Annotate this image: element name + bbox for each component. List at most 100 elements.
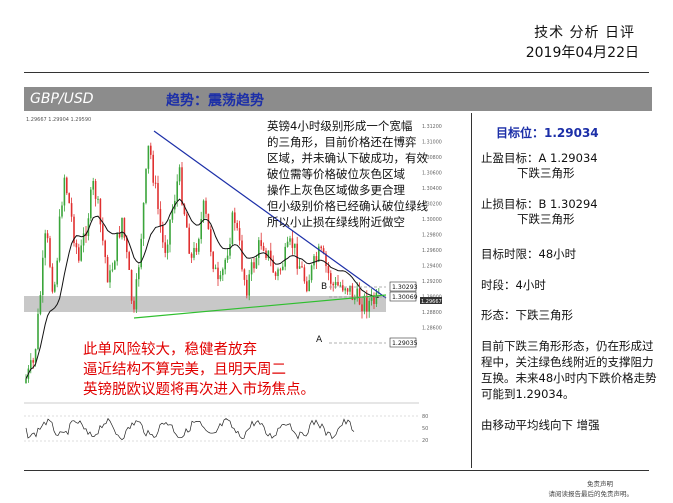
chart-header-text: 1.29667 1.29904 1.29590 — [26, 117, 91, 123]
y-axis-tick: 1.29600 — [422, 248, 442, 254]
candle-body — [246, 279, 248, 296]
candle-body — [32, 360, 34, 363]
target-level: 目标位：1.29034 — [496, 126, 599, 140]
candle-body — [159, 208, 162, 226]
candle-body — [262, 246, 265, 251]
candle-body — [188, 227, 190, 254]
stop-loss-pattern: 下跌三角形 — [517, 212, 575, 226]
candle-body — [133, 300, 135, 310]
candle-body — [39, 294, 42, 314]
y-axis-tick: 1.30600 — [422, 171, 442, 177]
candle-body — [214, 267, 217, 269]
candle-body — [157, 183, 159, 209]
bottom-divider — [24, 470, 649, 471]
candle-body — [58, 216, 61, 261]
candle-body — [229, 244, 231, 256]
candle-body — [363, 295, 366, 312]
point-b-label: B — [321, 282, 327, 292]
candle-body — [169, 219, 171, 245]
candle-body — [358, 288, 361, 305]
annotation-line: 区域，并未确认下破成功，有效 — [267, 151, 428, 165]
candle-body — [270, 250, 272, 260]
candle-body — [166, 244, 169, 253]
candle-body — [195, 247, 198, 252]
candle-body — [102, 224, 104, 241]
candle-body — [325, 253, 327, 267]
candle-body — [193, 247, 195, 258]
candle-body — [356, 288, 358, 299]
current-price-text: 1.29667 — [421, 299, 442, 305]
candle-body — [128, 252, 130, 271]
candle-body — [258, 240, 260, 258]
candle-body — [186, 214, 188, 228]
candle-body — [284, 246, 286, 267]
candle-body — [135, 279, 138, 310]
time-horizon: 目标时限：48小时 — [481, 247, 577, 261]
candle-body — [46, 233, 49, 239]
candle-body — [92, 181, 94, 190]
ma-note: 由移动平均线向下 增强 — [481, 418, 600, 432]
candle-body — [104, 240, 106, 257]
candle-body — [370, 295, 373, 301]
candle-body — [73, 216, 75, 244]
take-profit-pattern: 下跌三角形 — [517, 166, 575, 180]
candle-body — [313, 256, 315, 266]
candle-body — [51, 266, 54, 292]
candle-body — [82, 233, 85, 246]
candle-body — [248, 274, 250, 296]
candle-body — [267, 250, 270, 258]
warning-line: 逼近结构不算完美，且明天周二 — [83, 362, 286, 378]
candle-body — [260, 240, 262, 247]
candle-body — [306, 281, 308, 292]
candle-body — [145, 168, 147, 203]
candle-body — [202, 200, 205, 220]
candle-body — [274, 272, 277, 277]
candle-body — [361, 304, 363, 312]
candle-body — [315, 256, 318, 262]
candle-body — [140, 238, 142, 268]
osc-tick: 80 — [422, 414, 428, 420]
annotation-line: 所以小止损在绿线附近做空 — [267, 215, 405, 229]
candle-body — [171, 209, 174, 220]
candle-body — [236, 222, 238, 229]
candle-body — [330, 273, 332, 284]
candle-body — [301, 266, 303, 268]
candle-body — [217, 267, 219, 280]
column-divider — [471, 113, 472, 468]
candle-body — [150, 145, 152, 155]
candle-body — [212, 251, 214, 269]
candle-body — [334, 281, 337, 286]
candle-body — [37, 313, 39, 350]
stop-loss: 止损目标：B 1.30294 下跌三角形 — [481, 197, 598, 227]
candle-body — [68, 193, 70, 204]
candle-body — [222, 269, 224, 276]
candle-body — [30, 360, 32, 369]
report-date: 2019年04月22日 — [525, 45, 639, 61]
y-axis-tick: 1.31200 — [422, 124, 442, 130]
candle-body — [130, 270, 133, 301]
candle-body — [318, 246, 320, 262]
y-axis-tick: 1.30200 — [422, 202, 442, 208]
candle-body — [147, 145, 150, 169]
candle-body — [49, 238, 51, 267]
top-divider — [24, 72, 649, 73]
candle-body — [296, 243, 298, 269]
candle-body — [178, 167, 181, 182]
support-line — [133, 294, 387, 319]
candle-body — [279, 269, 282, 271]
annotation-line: 破位需等价格破位灰色区域 — [267, 167, 405, 181]
y-axis-tick: 1.31000 — [422, 140, 442, 146]
candle-body — [346, 288, 349, 292]
candle-body — [162, 225, 164, 243]
take-profit-label: 止盈目标：A 1.29034 — [481, 151, 598, 165]
candle-body — [339, 285, 342, 287]
candle-body — [111, 269, 114, 271]
candle-body — [75, 243, 78, 248]
candle-body — [114, 261, 116, 270]
current-price-tag — [420, 297, 442, 304]
candle-body — [198, 239, 200, 252]
candle-body — [366, 295, 368, 312]
candle-body — [253, 262, 255, 269]
candle-body — [63, 177, 66, 206]
candle-body — [224, 259, 226, 270]
